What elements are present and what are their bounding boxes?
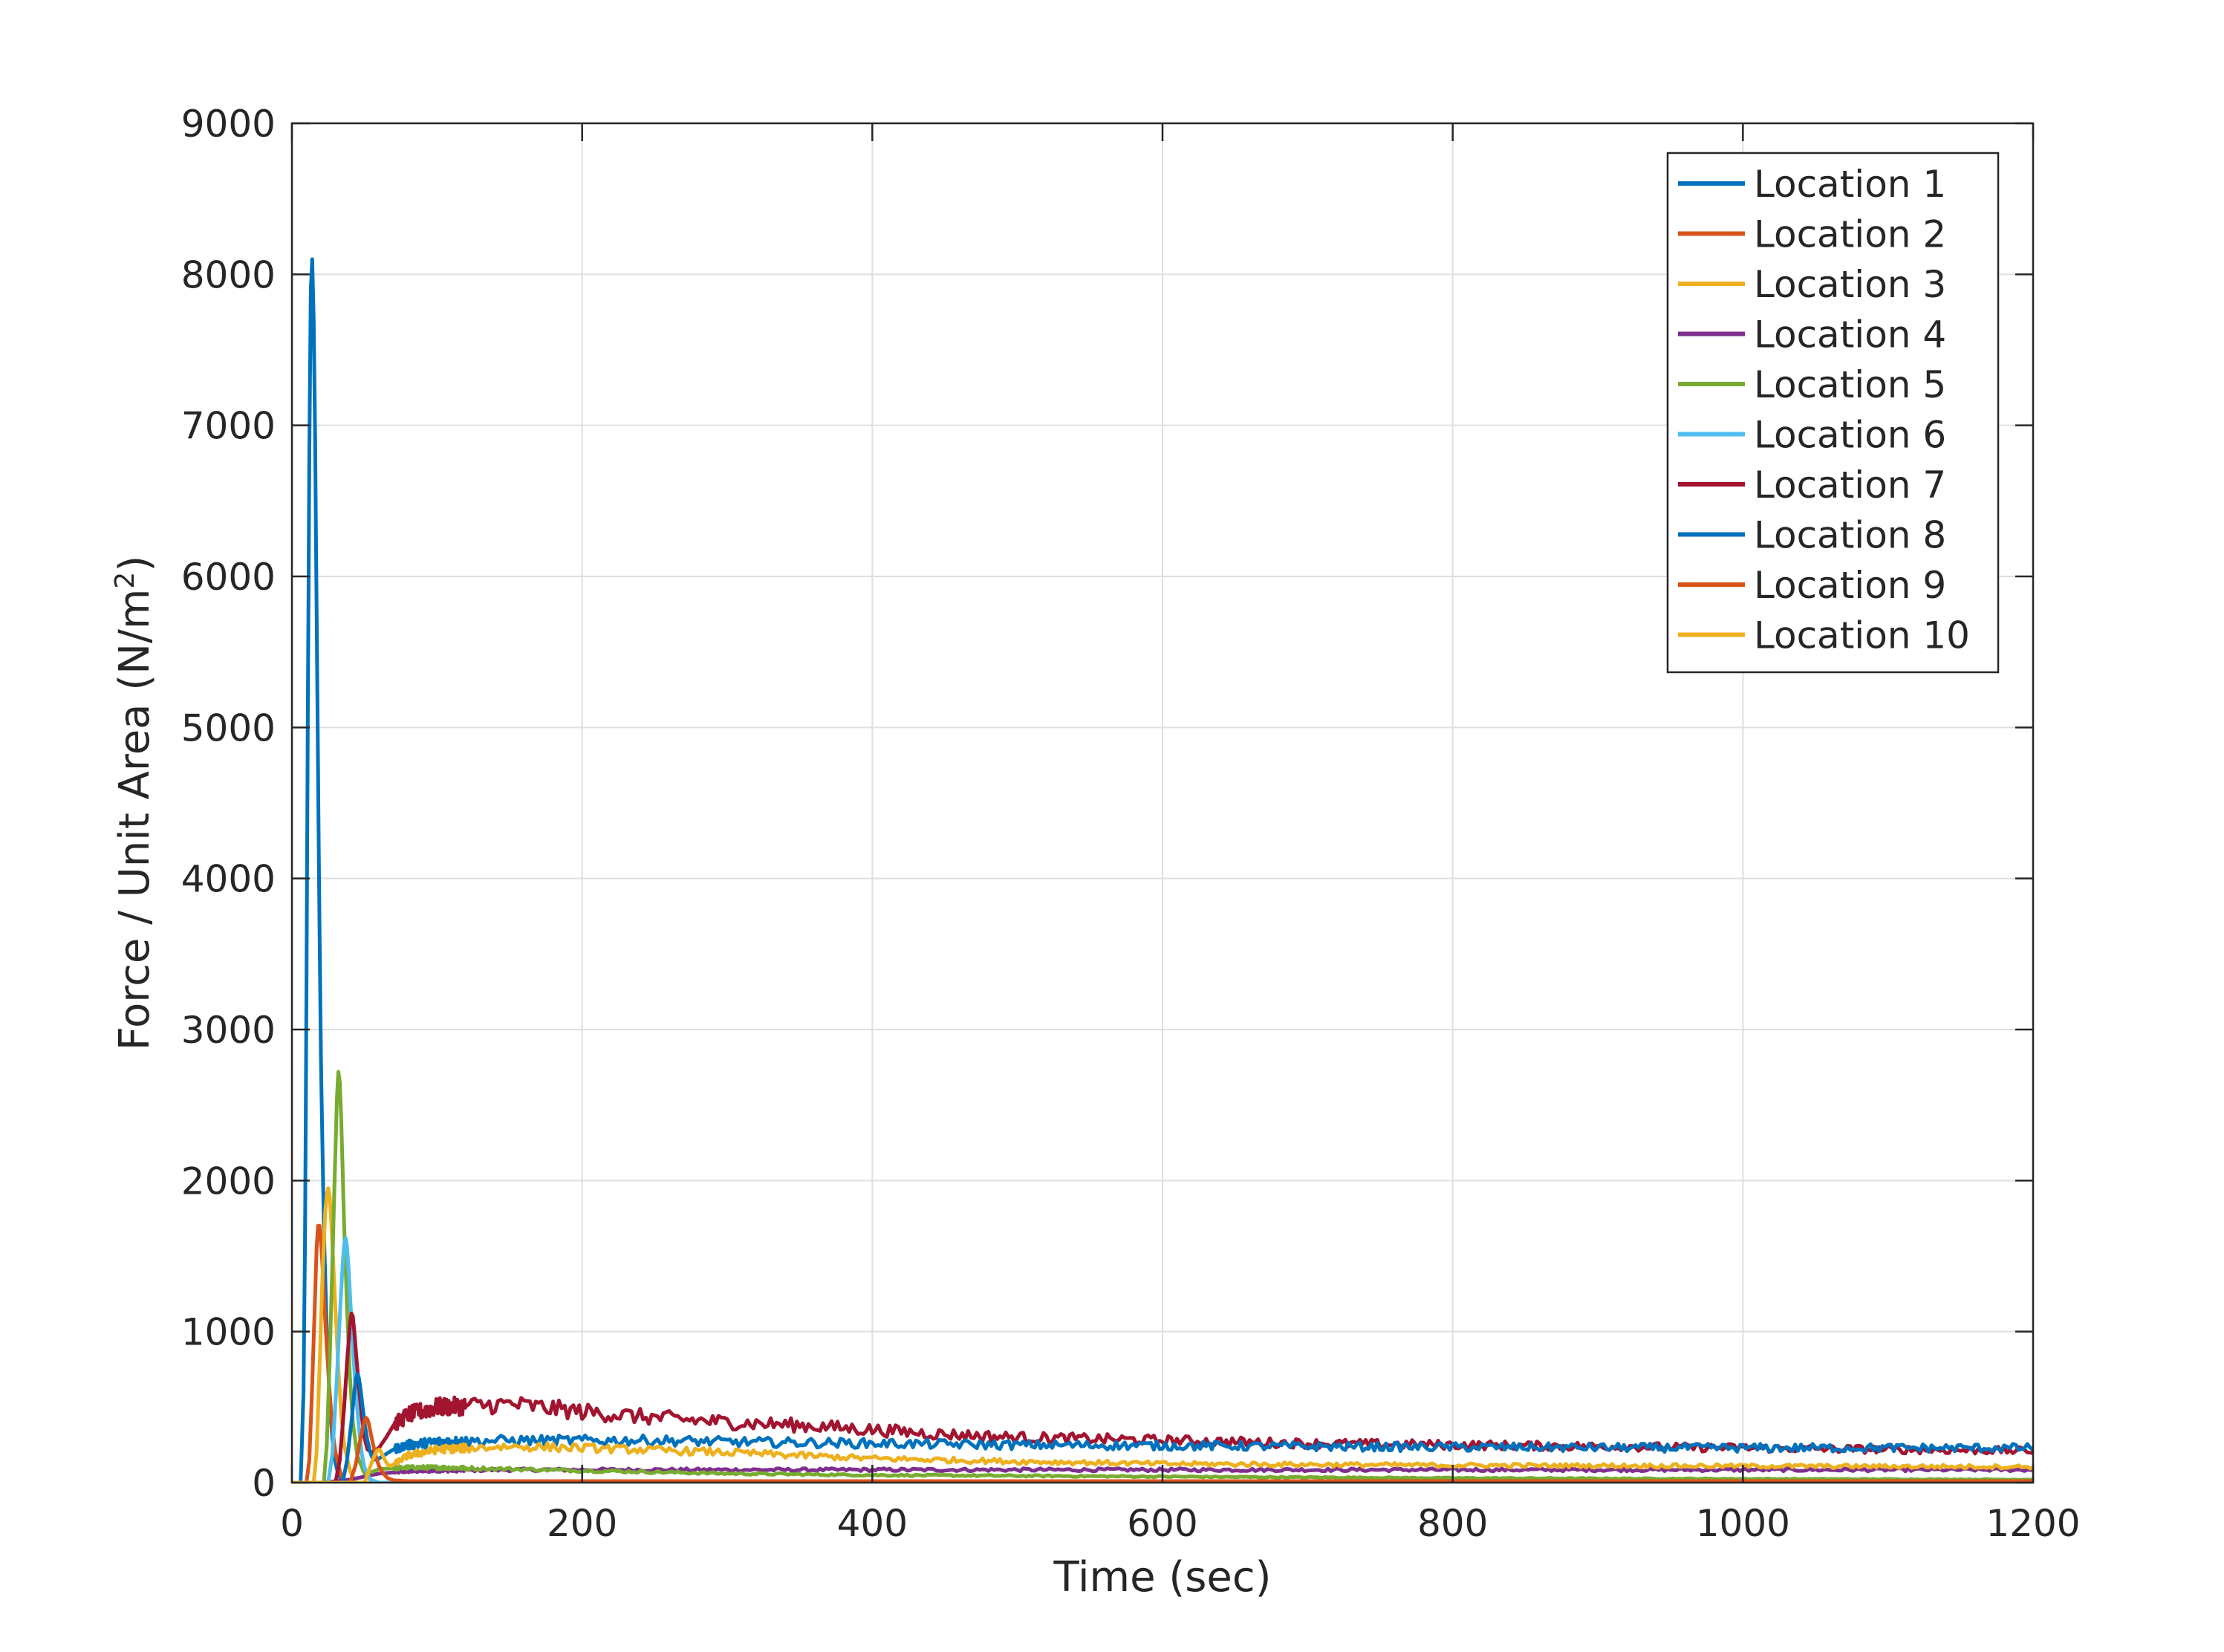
x-tick-label: 800 [1417,1502,1488,1545]
legend-label: Location 3 [1754,263,1946,306]
legend-label: Location 1 [1754,163,1946,206]
y-axis-label-main: Force / Unit Area (N/m [111,589,159,1051]
legend-item: Location 3 [1678,263,1946,306]
legend-items: Location 1 Location 2 Location 3 Location 4… [1678,163,1970,657]
x-tick-label: 0 [280,1502,304,1545]
y-tick-label: 3000 [181,1009,276,1052]
x-tick-label: 600 [1127,1502,1197,1545]
x-tick-label: 200 [547,1502,617,1545]
legend-item: Location 8 [1678,514,1946,557]
y-tick-label: 5000 [181,706,276,749]
legend-item: Location 2 [1678,213,1946,256]
y-tick-label: 7000 [181,405,276,448]
y-tick-label: 2000 [181,1160,276,1203]
legend-item: Location 4 [1678,313,1946,357]
legend-item: Location 9 [1678,564,1946,607]
legend-item: Location 5 [1678,363,1946,406]
legend: Location 1 Location 2 Location 3 Location 4… [1666,152,2000,674]
legend-label: Location 10 [1754,614,1970,657]
y-tick-label: 9000 [181,103,276,146]
y-axis-label-superscript: 2 [110,572,140,589]
axis-ticks [290,122,2035,1484]
x-tick-label: 1200 [1986,1502,2080,1545]
legend-item: Location 10 [1678,614,1970,657]
y-tick-label: 0 [252,1462,276,1505]
series-line-5 [292,1070,2033,1483]
y-axis-label: Force / Unit Area (N/m2) [110,556,160,1050]
series-lines [292,257,2033,1483]
legend-item: Location 1 [1678,163,1946,206]
y-tick-label: 8000 [181,253,276,296]
legend-label: Location 8 [1754,514,1946,557]
x-tick-label: 1000 [1696,1502,1790,1545]
legend-label: Location 7 [1754,464,1946,507]
y-tick-label: 1000 [181,1311,276,1354]
legend-label: Location 5 [1754,363,1946,406]
legend-label: Location 6 [1754,414,1946,457]
y-tick-label: 4000 [181,858,276,901]
y-tick-labels: 0 1000 2000 3000 4000 5000 6000 7000 8000 9000 [181,103,276,1505]
legend-label: Location 4 [1754,313,1946,357]
legend-item: Location 6 [1678,414,1946,457]
series-line-10 [292,1441,2033,1483]
legend-item: Location 7 [1678,464,1946,507]
x-tick-labels: 0 200 400 600 800 1000 1200 [280,1502,2081,1545]
x-tick-label: 400 [837,1502,908,1545]
series-line-8 [292,1372,2033,1483]
legend-label: Location 9 [1754,564,1946,607]
y-tick-label: 6000 [181,556,276,599]
legend-label: Location 2 [1754,213,1946,256]
x-axis-label: Time (sec) [1053,1553,1272,1601]
series-line-9 [292,1416,2033,1483]
y-axis-label-close: ) [111,556,159,572]
